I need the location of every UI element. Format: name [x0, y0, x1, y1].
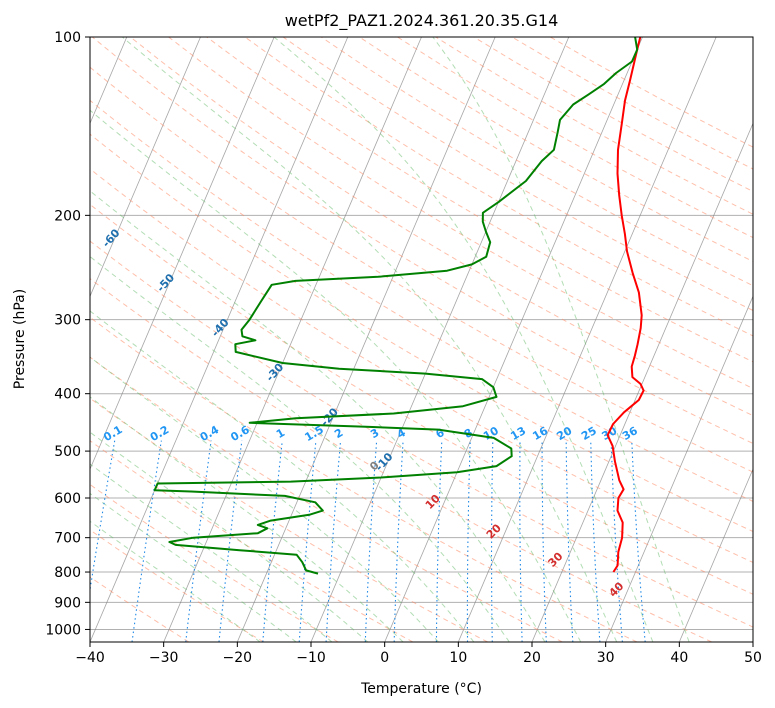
x-tick-label: 10 — [449, 650, 467, 666]
y-tick-label: 300 — [54, 313, 81, 329]
isotherm-line — [605, 295, 753, 642]
plot-frame — [89, 36, 754, 643]
dry-adiabat-line — [282, 37, 753, 312]
dry-adiabat-line — [90, 168, 753, 563]
y-axis-label: Pressure (hPa) — [12, 289, 28, 389]
mixing-ratio-line — [435, 440, 443, 642]
mixing-ratio-line — [298, 440, 317, 642]
mixing-ratio-line — [325, 440, 342, 642]
dry-adiabat-line — [90, 356, 563, 642]
x-tick-label: 40 — [670, 650, 688, 666]
isotherm-line — [90, 37, 275, 471]
mixing-ratio-line — [590, 440, 601, 642]
dry-adiabat-line — [90, 483, 339, 642]
dry-adiabat-line — [130, 37, 753, 417]
moist-adiabat-line — [90, 109, 582, 642]
y-tick-label: 800 — [54, 565, 81, 581]
moist-adiabat-line — [90, 396, 404, 642]
dewpoint-profile-line — [153, 37, 639, 575]
dry-adiabat-line — [206, 37, 753, 363]
moist-adiabat-line — [90, 310, 475, 642]
isotherm-line — [531, 122, 753, 642]
moist-adiabat-line — [432, 37, 690, 642]
y-tick-label: 900 — [54, 595, 81, 611]
x-tick-label: −30 — [149, 650, 179, 666]
y-tick-label: 200 — [54, 208, 81, 224]
y-tick-label: 600 — [54, 491, 81, 507]
y-tick-label: 500 — [54, 444, 81, 460]
moist-adiabat-line — [90, 520, 261, 642]
dry-adiabat-line — [90, 240, 753, 628]
mixing-ratio-line — [393, 440, 404, 642]
mixing-ratio-line — [466, 440, 471, 642]
isotherm-line — [90, 37, 201, 298]
isotherm-line — [163, 37, 422, 642]
dry-adiabat-line — [90, 397, 488, 642]
mixing-ratio-line — [490, 440, 494, 642]
isotherm-line — [384, 37, 643, 642]
mixing-ratio-line — [519, 440, 523, 642]
moist-adiabat-line — [90, 190, 546, 642]
moist-adiabat-line — [121, 37, 618, 642]
x-tick-label: 50 — [744, 650, 762, 666]
dry-adiabat-line — [90, 66, 753, 473]
chart-title: wetPf2_PAZ1.2024.361.20.35.G14 — [285, 11, 559, 31]
series-layer — [153, 37, 645, 575]
mixing-ratio-line — [262, 440, 283, 642]
moist-adiabat-line — [90, 255, 510, 642]
x-axis-label: Temperature (°C) — [360, 681, 482, 697]
x-tick-label: −40 — [75, 650, 105, 666]
x-tick-label: −10 — [296, 650, 326, 666]
x-tick-label: 30 — [597, 650, 615, 666]
moist-adiabat-line — [90, 356, 439, 642]
mixing-ratio-line — [185, 440, 212, 642]
axis-layer: −40 −30 −20 −10 0 10 20 30 40 50 100 200 300 400 500 60… — [45, 30, 762, 666]
temperature-profile-line — [606, 37, 645, 573]
x-tick-label: −20 — [223, 650, 253, 666]
y-tick-label: 400 — [54, 387, 81, 403]
dry-adiabat-line — [90, 203, 753, 595]
isotherm-line — [90, 37, 349, 642]
y-tick-label: 700 — [54, 531, 81, 547]
x-tick-label: 0 — [380, 650, 389, 666]
moist-adiabat-line — [273, 37, 654, 642]
mixing-ratio-line — [364, 440, 378, 642]
mixing-ratio-line — [610, 440, 623, 642]
moist-adiabat-line — [90, 431, 369, 642]
mixing-ratio-line — [541, 440, 547, 642]
y-tick-label: 1000 — [45, 622, 81, 638]
mixing-ratio-line — [218, 440, 243, 642]
isotherm-line — [236, 37, 496, 642]
mixing-ratio-line — [131, 440, 162, 642]
isotherm-line — [678, 468, 753, 642]
mixing-ratio-line — [631, 440, 646, 642]
moist-adiabat-line — [90, 463, 333, 642]
y-tick-label: 100 — [54, 30, 81, 46]
isotherm-line — [457, 37, 717, 642]
mixing-ratio-line — [565, 440, 574, 642]
x-tick-label: 20 — [523, 650, 541, 666]
